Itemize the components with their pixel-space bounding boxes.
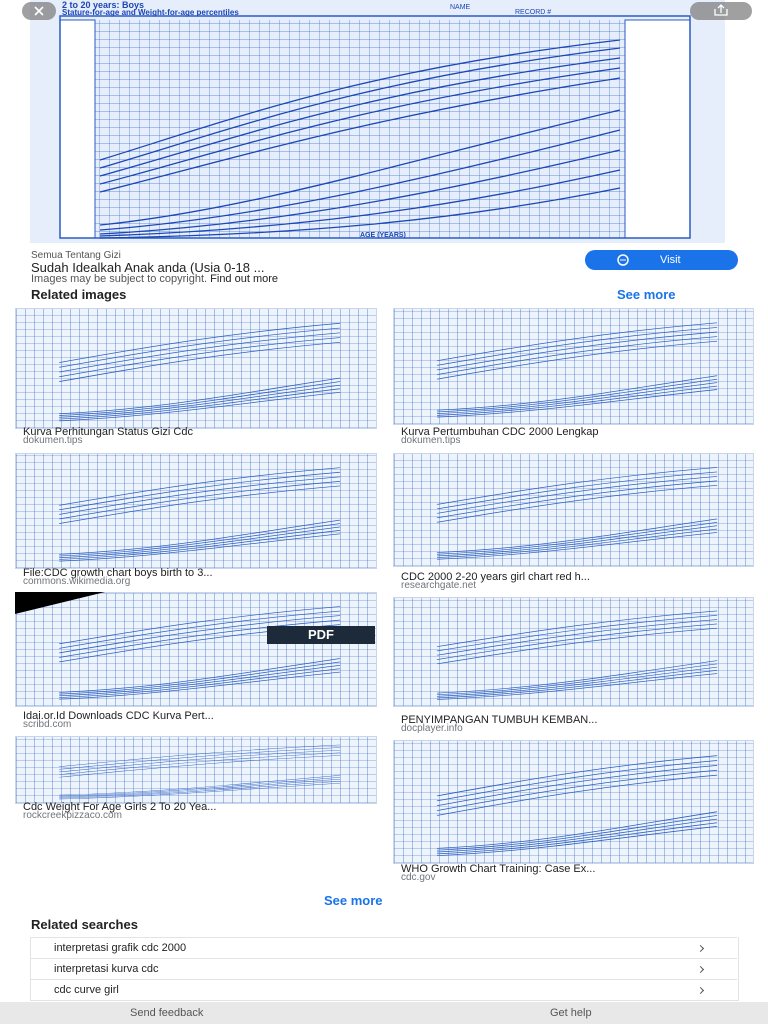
thumbnail[interactable] (15, 736, 377, 804)
search-row[interactable]: interpretasi grafik cdc 2000 (31, 937, 737, 959)
thumbnail[interactable] (393, 453, 754, 567)
thumbnail[interactable] (393, 308, 754, 425)
source: rockcreekpizzaco.com (23, 810, 122, 821)
thumbnail[interactable] (393, 740, 754, 864)
caption[interactable]: PENYIMPANGAN TUMBUH KEMBAN... (401, 714, 598, 726)
caption[interactable]: CDC 2000 2-20 years girl chart red h... (401, 571, 590, 583)
search-row[interactable]: cdc curve girl (31, 979, 737, 1001)
caption[interactable]: Cdc Weight For Age Girls 2 To 20 Yea... (23, 801, 217, 813)
source: dokumen.tips (23, 435, 83, 446)
source: commons.wikimedia.org (23, 576, 131, 587)
visit-button[interactable]: Visit (585, 250, 738, 270)
visit-label: Visit (660, 254, 681, 266)
search-text: interpretasi grafik cdc 2000 (54, 942, 187, 954)
find-out-more[interactable]: Find out more (210, 273, 279, 285)
source: cdc.gov (401, 872, 436, 883)
section-heading: Related searches (31, 917, 138, 932)
share-button[interactable] (690, 2, 752, 20)
source: researchgate.net (401, 580, 477, 591)
axis-label: AGE (YEARS) (360, 232, 406, 239)
source: docplayer.info (401, 723, 463, 734)
thumbnail[interactable] (15, 308, 377, 429)
name-label: NAME (450, 4, 471, 11)
close-button[interactable] (22, 2, 56, 20)
footer: Send feedback Get help (0, 1002, 768, 1024)
chevron (696, 944, 705, 953)
send-feedback[interactable]: Send feedback (130, 1007, 204, 1019)
thumbnail-curves (58, 606, 341, 700)
growth-chart: 2 to 20 years: Boys Stature-for-age and … (59, 0, 691, 239)
search-text: cdc curve girl (54, 984, 119, 996)
get-help[interactable]: Get help (550, 1007, 592, 1019)
chevron (696, 986, 705, 995)
chart-title: 2 to 20 years: Boys (62, 0, 144, 10)
thumbnail-curves (58, 467, 341, 562)
caption[interactable]: WHO Growth Chart Training: Case Ex... (401, 863, 596, 875)
thumbnail[interactable] (393, 597, 754, 707)
see-more[interactable]: See more (617, 287, 676, 302)
caption[interactable]: Kurva Pertumbuhan CDC 2000 Lengkap (401, 426, 599, 438)
result-source: Semua Tentang Gizi (31, 250, 121, 261)
search-row[interactable]: interpretasi kurva cdc (31, 958, 737, 980)
search-box (30, 937, 739, 1001)
source: dokumen.tips (401, 435, 461, 446)
chevron (696, 965, 705, 974)
section-heading: Related images (31, 287, 127, 302)
corner-shade (15, 592, 105, 614)
caption[interactable]: Idai.or.Id Downloads CDC Kurva Pert... (23, 710, 214, 722)
thumbnail-curves (436, 322, 718, 418)
hero-image[interactable]: 2 to 20 years: Boys Stature-for-age and … (30, 0, 725, 243)
thumbnail-curves (436, 610, 718, 700)
thumbnail-curves (436, 467, 718, 560)
thumbnail-curves (58, 744, 341, 800)
record-label: RECORD # (515, 9, 551, 16)
caption[interactable]: Kurva Perhitungan Status Gizi Cdc (23, 426, 193, 438)
copyright: Images may be subject to copyright. (31, 273, 208, 285)
result-title[interactable]: Sudah Idealkah Anak anda (Usia 0-18 ... (31, 260, 265, 275)
pdf-badge: PDF (267, 626, 375, 644)
source: scribd.com (23, 719, 72, 730)
thumbnail[interactable] (15, 453, 377, 569)
search-text: interpretasi kurva cdc (54, 963, 159, 975)
thumbnail-curves (58, 322, 341, 422)
thumbnail-curves (436, 755, 718, 857)
caption[interactable]: File:CDC growth chart boys birth to 3... (23, 567, 213, 579)
see-more-bottom[interactable]: See more (324, 893, 383, 908)
chart-subtitle: Stature-for-age and Weight-for-age perce… (62, 8, 239, 17)
